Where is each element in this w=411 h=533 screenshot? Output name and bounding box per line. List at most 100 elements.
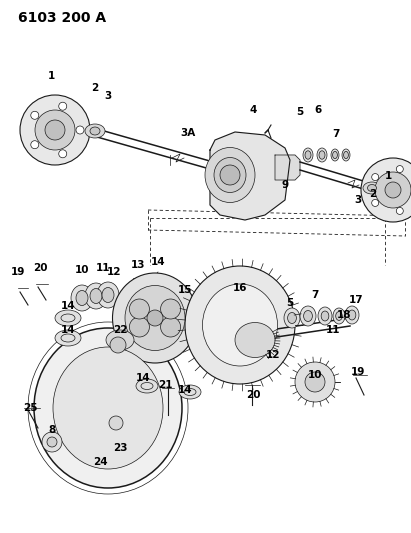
Circle shape: [110, 337, 126, 353]
Circle shape: [109, 416, 123, 430]
Circle shape: [31, 141, 39, 149]
Text: 4: 4: [249, 105, 257, 115]
Ellipse shape: [102, 287, 114, 303]
Ellipse shape: [235, 322, 275, 358]
Ellipse shape: [85, 283, 107, 309]
Circle shape: [129, 317, 150, 337]
Text: 12: 12: [107, 267, 121, 277]
Text: 10: 10: [308, 370, 322, 380]
Text: 14: 14: [151, 257, 165, 267]
Ellipse shape: [125, 286, 185, 351]
Text: 6: 6: [314, 105, 322, 115]
Ellipse shape: [113, 273, 198, 363]
Text: 13: 13: [131, 260, 145, 270]
Ellipse shape: [76, 290, 88, 305]
Ellipse shape: [344, 151, 349, 159]
Circle shape: [147, 310, 163, 326]
Ellipse shape: [300, 306, 316, 326]
Circle shape: [161, 299, 180, 319]
Circle shape: [372, 199, 379, 206]
Text: 17: 17: [349, 295, 363, 305]
Text: 20: 20: [33, 263, 47, 273]
Ellipse shape: [319, 151, 325, 159]
Ellipse shape: [305, 151, 311, 159]
Circle shape: [45, 120, 65, 140]
Text: 1: 1: [384, 171, 392, 181]
Text: 7: 7: [311, 290, 319, 300]
Text: 7: 7: [332, 129, 339, 139]
Ellipse shape: [90, 127, 100, 135]
Text: 6103 200 A: 6103 200 A: [18, 11, 106, 25]
Circle shape: [396, 166, 403, 173]
Text: 2: 2: [369, 189, 376, 199]
Ellipse shape: [331, 149, 339, 161]
Text: 14: 14: [61, 325, 75, 335]
Circle shape: [361, 158, 411, 222]
Text: 5: 5: [286, 298, 293, 308]
Text: 8: 8: [48, 425, 55, 435]
Text: 21: 21: [158, 380, 172, 390]
Circle shape: [305, 372, 325, 392]
Ellipse shape: [348, 310, 356, 320]
Polygon shape: [210, 132, 290, 220]
Text: 20: 20: [246, 390, 260, 400]
Ellipse shape: [106, 330, 134, 350]
Circle shape: [59, 150, 67, 158]
Circle shape: [35, 110, 75, 150]
Text: 22: 22: [113, 325, 127, 335]
Ellipse shape: [318, 307, 332, 325]
Ellipse shape: [336, 312, 342, 320]
Ellipse shape: [332, 151, 337, 159]
Text: 11: 11: [326, 325, 340, 335]
Ellipse shape: [214, 157, 246, 192]
Ellipse shape: [136, 379, 158, 393]
Ellipse shape: [55, 330, 81, 346]
Ellipse shape: [85, 124, 105, 138]
Ellipse shape: [367, 184, 376, 191]
Text: 2: 2: [91, 83, 99, 93]
Ellipse shape: [304, 311, 312, 321]
Text: 24: 24: [93, 457, 107, 467]
Ellipse shape: [55, 310, 81, 326]
Circle shape: [47, 437, 57, 447]
Ellipse shape: [363, 182, 381, 194]
Text: 25: 25: [23, 403, 37, 413]
Text: 3: 3: [354, 195, 362, 205]
Text: 3: 3: [104, 91, 112, 101]
Ellipse shape: [97, 282, 119, 308]
Ellipse shape: [203, 284, 277, 366]
Text: 1: 1: [47, 71, 55, 81]
Text: 19: 19: [351, 367, 365, 377]
Circle shape: [20, 95, 90, 165]
Text: 14: 14: [136, 373, 150, 383]
Ellipse shape: [185, 266, 295, 384]
Ellipse shape: [284, 308, 300, 328]
Text: 16: 16: [233, 283, 247, 293]
Text: 3A: 3A: [180, 128, 196, 138]
Ellipse shape: [342, 149, 350, 161]
Circle shape: [42, 432, 62, 452]
Ellipse shape: [90, 288, 102, 303]
Polygon shape: [275, 155, 300, 180]
Ellipse shape: [345, 306, 359, 324]
Circle shape: [375, 172, 411, 208]
Ellipse shape: [288, 312, 296, 324]
Ellipse shape: [317, 148, 327, 162]
Circle shape: [372, 174, 379, 181]
Ellipse shape: [303, 148, 313, 162]
Text: 14: 14: [178, 385, 192, 395]
Circle shape: [161, 317, 180, 337]
Text: 10: 10: [75, 265, 89, 275]
Ellipse shape: [71, 285, 93, 311]
Text: 23: 23: [113, 443, 127, 453]
Text: 18: 18: [337, 310, 351, 320]
Circle shape: [396, 207, 403, 214]
Text: 15: 15: [178, 285, 192, 295]
Text: 11: 11: [96, 263, 110, 273]
Circle shape: [59, 102, 67, 110]
Circle shape: [220, 165, 240, 185]
Ellipse shape: [179, 385, 201, 399]
Circle shape: [385, 182, 401, 198]
Ellipse shape: [53, 347, 163, 469]
Ellipse shape: [205, 148, 255, 203]
